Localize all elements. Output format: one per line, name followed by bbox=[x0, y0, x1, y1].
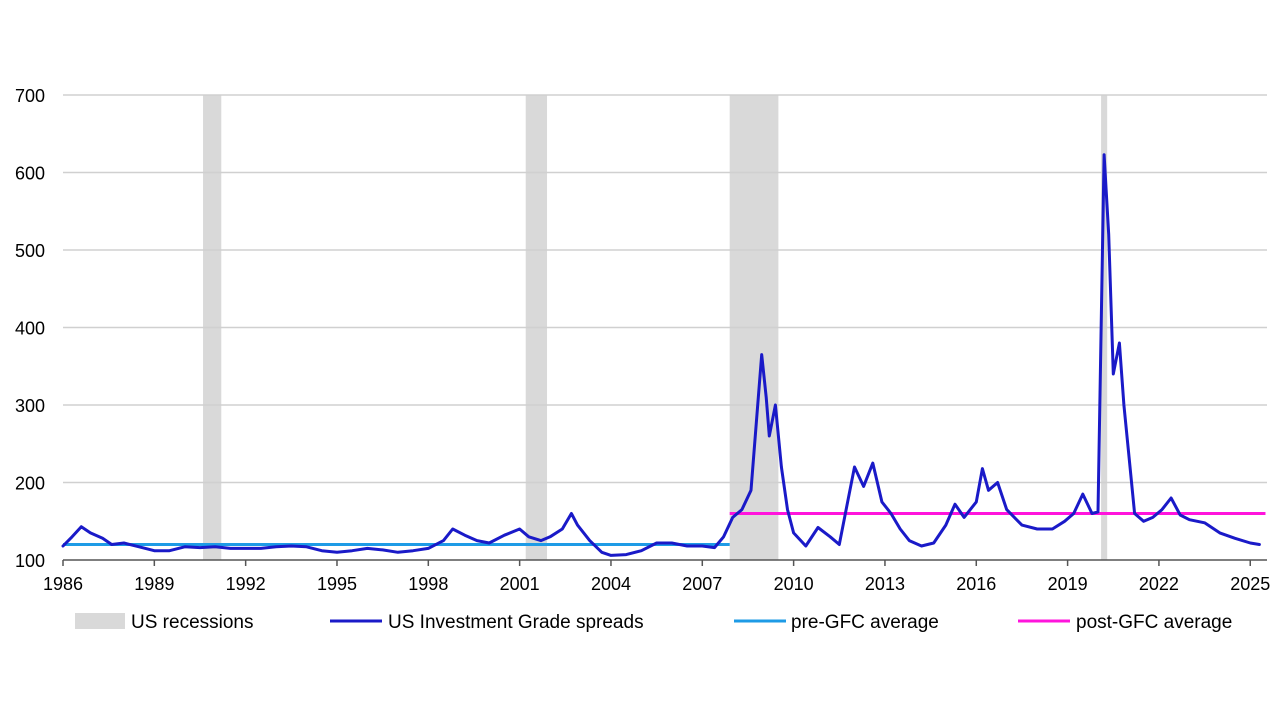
y-tick-label-300: 300 bbox=[15, 396, 45, 416]
y-tick-label-600: 600 bbox=[15, 164, 45, 184]
legend-swatch-recessions bbox=[75, 613, 125, 629]
x-tick-label-1986: 1986 bbox=[43, 574, 83, 594]
y-tick-label-100: 100 bbox=[15, 551, 45, 571]
x-tick-label-2025: 2025 bbox=[1230, 574, 1270, 594]
legend-label-recessions: US recessions bbox=[131, 612, 254, 633]
x-tick-label-2016: 2016 bbox=[956, 574, 996, 594]
x-tick-label-2001: 2001 bbox=[500, 574, 540, 594]
gridlines bbox=[63, 94, 1267, 484]
series-line-spreads bbox=[61, 153, 1261, 557]
x-tick-label-1998: 1998 bbox=[408, 574, 448, 594]
y-tick-label-400: 400 bbox=[15, 319, 45, 339]
x-tick-label-1989: 1989 bbox=[134, 574, 174, 594]
x-tick-label-2022: 2022 bbox=[1139, 574, 1179, 594]
y-tick-label-500: 500 bbox=[15, 241, 45, 261]
series-layer bbox=[61, 153, 1261, 557]
average-lines bbox=[63, 512, 1266, 546]
x-tick-label-2019: 2019 bbox=[1048, 574, 1088, 594]
y-tick-label-200: 200 bbox=[15, 474, 45, 494]
x-tick-label-2013: 2013 bbox=[865, 574, 905, 594]
x-tick-label-1992: 1992 bbox=[226, 574, 266, 594]
legend-label-spreads: US Investment Grade spreads bbox=[388, 612, 644, 633]
x-tick-label-2004: 2004 bbox=[591, 574, 631, 594]
legend: US recessions US Investment Grade spread… bbox=[75, 612, 1232, 633]
x-tick-label-1995: 1995 bbox=[317, 574, 357, 594]
y-axis-ticks: 100 200 300 400 500 600 700 bbox=[15, 86, 45, 571]
legend-label-post-gfc: post-GFC average bbox=[1076, 612, 1232, 633]
x-axis-ticks: 1986 1989 1992 1995 1998 2001 2004 2007 2010 2013… bbox=[43, 560, 1270, 594]
legend-label-pre-gfc: pre-GFC average bbox=[791, 612, 939, 633]
x-tick-label-2007: 2007 bbox=[682, 574, 722, 594]
x-tick-label-2010: 2010 bbox=[774, 574, 814, 594]
y-tick-label-700: 700 bbox=[15, 86, 45, 106]
